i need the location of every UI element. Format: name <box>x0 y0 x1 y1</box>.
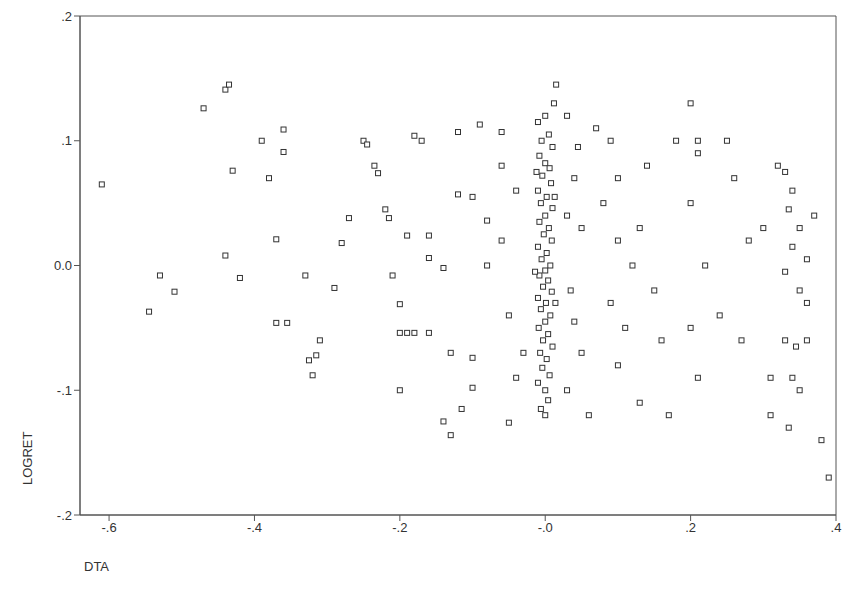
svg-text:-.0: -.0 <box>538 520 553 535</box>
svg-text:.1: .1 <box>61 133 72 148</box>
svg-text:0.0: 0.0 <box>54 258 72 273</box>
svg-text:-.2: -.2 <box>57 508 72 523</box>
svg-text:-.4: -.4 <box>247 520 262 535</box>
svg-text:LOGRET: LOGRET <box>20 431 35 485</box>
svg-text:.4: .4 <box>831 520 842 535</box>
svg-text:DTA: DTA <box>84 559 109 574</box>
svg-text:.2: .2 <box>685 520 696 535</box>
svg-text:-.1: -.1 <box>57 383 72 398</box>
svg-text:-.2: -.2 <box>392 520 407 535</box>
svg-text:-.6: -.6 <box>101 520 116 535</box>
svg-text:.2: .2 <box>61 9 72 24</box>
